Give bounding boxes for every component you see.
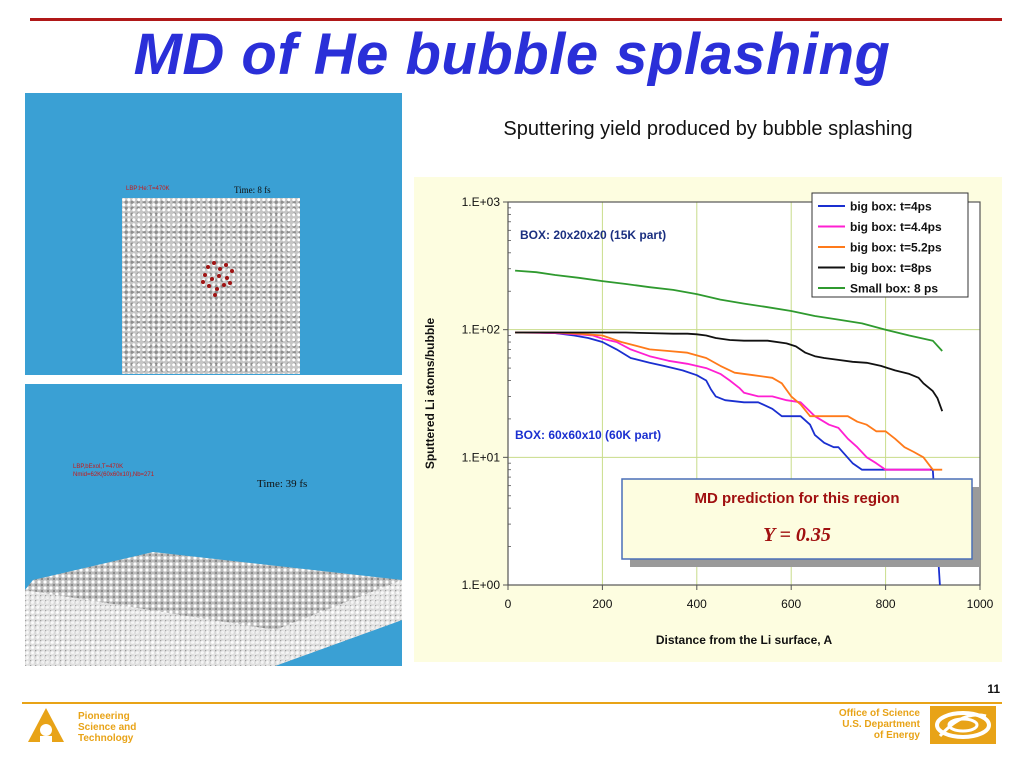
series-line-4 (515, 269, 943, 352)
legend-label: big box: t=4.4ps (850, 220, 942, 234)
x-tick-label: 800 (876, 597, 896, 611)
y-tick-label: 1.E+03 (462, 195, 501, 209)
y-tick-label: 1.E+00 (462, 578, 501, 592)
sim-label-late-line2: Nmid=62K(60x60x10),Nb=271 (73, 472, 155, 478)
footer-tagline-line2: Science and (78, 722, 137, 733)
y-tick-label: 1.E+01 (462, 450, 501, 464)
sim-time-late: Time: 39 fs (257, 478, 308, 490)
legend-label: Small box: 8 ps (850, 282, 938, 296)
callout-box (621, 478, 973, 560)
footer-doe-line1: Office of Science (838, 708, 920, 719)
slide-title: MD of He bubble splashing (133, 22, 891, 87)
legend-label: big box: t=4ps (850, 200, 932, 214)
footer-rule (22, 702, 1002, 704)
legend-box (811, 192, 969, 298)
y-tick-label: 1.E+02 (462, 323, 501, 337)
x-tick-label: 200 (592, 597, 612, 611)
sim-label-early: LBP:He:T=470K (126, 186, 170, 192)
legend-label: big box: t=8ps (850, 261, 932, 275)
callout-value: Y = 0.35 (763, 524, 831, 546)
footer-doe-line3: of Energy (873, 730, 920, 741)
x-tick-label: 400 (687, 597, 707, 611)
legend-label: big box: t=5.2ps (850, 241, 942, 255)
footer-tagline: Pioneering Science and Technology (78, 711, 136, 744)
x-tick-label: 1000 (967, 597, 994, 611)
simulation-image-late: LBP,bExol,T=470K Nmid=62K(60x60x10),Nb=2… (25, 384, 402, 666)
x-tick-label: 0 (505, 597, 512, 611)
callout-title: MD prediction for this region (695, 490, 900, 507)
annotation-box-small: BOX: 20x20x20 (15K part) (520, 228, 666, 242)
argonne-logo-icon (28, 708, 64, 742)
footer-tagline-line3: Technology (78, 733, 134, 744)
footer-doe-line2: U.S. Department (842, 719, 920, 730)
li-atom-cube (122, 198, 300, 374)
x-tick-label: 600 (781, 597, 801, 611)
annotation-box-big: BOX: 60x60x10 (60K part) (515, 428, 661, 442)
y-axis-label: Sputtered Li atoms/bubble (423, 318, 437, 470)
plot-frame (507, 201, 981, 586)
sim-time-early: Time: 8 fs (234, 185, 271, 195)
series-line-3 (515, 331, 944, 412)
series-line-2 (515, 331, 943, 471)
li-atom-slab (25, 552, 402, 666)
top-accent-rule (30, 18, 1002, 21)
simulation-image-early: LBP:He:T=470K Time: 8 fs (25, 93, 402, 375)
x-axis-label: Distance from the Li surface, A (656, 633, 833, 647)
sputtering-yield-chart: 0 200 400 600 800 1000 1.E+00 1.E+01 1.E+02 1.E+0… (423, 192, 994, 647)
footer-doe-text: Office of Science U.S. Department of Ene… (780, 708, 920, 741)
page-number: 11 (987, 682, 1000, 696)
sim-label-late-line1: LBP,bExol,T=470K (73, 464, 124, 470)
doe-logo-icon (930, 706, 996, 744)
chart-area: 0 200 400 600 800 1000 1.E+00 1.E+01 1.E+02 1.E+0… (414, 177, 1002, 662)
footer-tagline-line1: Pioneering (78, 711, 130, 722)
chart-subtitle: Sputtering yield produced by bubble spla… (503, 118, 913, 140)
series-line-1 (515, 331, 931, 471)
